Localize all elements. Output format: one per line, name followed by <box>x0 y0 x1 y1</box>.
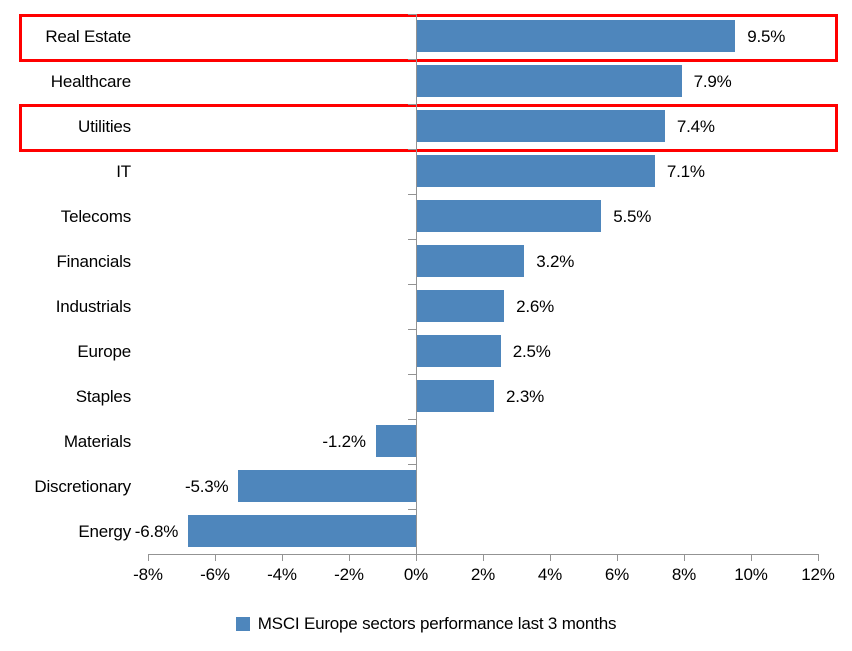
bar <box>417 245 525 277</box>
category-label: Staples <box>75 387 132 406</box>
bar <box>417 65 682 97</box>
value-label: -1.2% <box>322 432 366 451</box>
category-axis-tick <box>408 14 416 15</box>
legend-label: MSCI Europe sectors performance last 3 m… <box>257 614 617 633</box>
legend: MSCI Europe sectors performance last 3 m… <box>0 608 852 640</box>
category-label: Europe <box>77 342 131 361</box>
value-label: 2.6% <box>516 297 555 316</box>
category-label: Financials <box>56 252 131 271</box>
value-label: 7.9% <box>693 72 732 91</box>
value-axis-tick <box>215 554 216 561</box>
category-label: Utilities <box>78 117 131 136</box>
bar <box>417 290 505 322</box>
category-axis-tick <box>408 59 416 60</box>
value-axis-tick <box>818 554 819 561</box>
value-label: 2.5% <box>512 342 551 361</box>
category-axis-tick <box>408 374 416 375</box>
category-axis-tick <box>408 464 416 465</box>
x-tick-label: 6% <box>604 565 630 584</box>
bar <box>417 200 602 232</box>
x-tick-label: -2% <box>334 565 364 584</box>
bar <box>417 110 665 142</box>
x-tick-label: -4% <box>267 565 297 584</box>
value-axis-tick <box>684 554 685 561</box>
category-axis-tick <box>408 194 416 195</box>
x-tick-label: 12% <box>801 565 835 584</box>
x-tick-label: 0% <box>403 565 429 584</box>
bar <box>417 335 501 367</box>
bar <box>188 515 416 547</box>
value-axis-tick <box>349 554 350 561</box>
category-axis-tick <box>408 284 416 285</box>
value-axis-tick <box>483 554 484 561</box>
category-label: Industrials <box>55 297 131 316</box>
bar <box>375 425 416 457</box>
category-label: Real Estate <box>45 27 131 46</box>
value-axis-tick <box>550 554 551 561</box>
legend-swatch-icon <box>235 617 250 631</box>
x-tick-label: 10% <box>734 565 768 584</box>
category-label: Discretionary <box>34 477 131 496</box>
value-label: -6.8% <box>134 522 179 541</box>
category-axis-tick <box>408 239 416 240</box>
category-label: IT <box>116 162 131 181</box>
bar <box>238 470 416 502</box>
category-label: Materials <box>63 432 131 451</box>
category-axis-line <box>416 14 417 561</box>
bar <box>417 380 495 412</box>
category-axis-tick <box>408 509 416 510</box>
value-axis-tick <box>148 554 149 561</box>
bar <box>417 20 736 52</box>
category-axis-tick <box>408 329 416 330</box>
value-label: 2.3% <box>506 387 544 406</box>
value-label: 7.4% <box>676 117 715 136</box>
x-tick-label: 8% <box>671 565 697 584</box>
bar <box>417 155 655 187</box>
category-axis-tick <box>408 419 416 420</box>
x-tick-label: 4% <box>537 565 563 584</box>
value-axis-tick <box>282 554 283 561</box>
x-tick-label: 2% <box>470 565 496 584</box>
category-label: Energy <box>78 522 131 541</box>
value-axis-tick <box>751 554 752 561</box>
value-label: 7.1% <box>666 162 705 181</box>
value-axis-tick <box>617 554 618 561</box>
value-label: 9.5% <box>747 27 786 46</box>
category-axis-tick <box>408 149 416 150</box>
value-label: 3.2% <box>536 252 575 271</box>
category-label: Healthcare <box>50 72 131 91</box>
value-label: -5.3% <box>185 477 229 496</box>
category-axis-tick <box>408 104 416 105</box>
value-label: 5.5% <box>613 207 652 226</box>
value-axis-tick <box>416 554 417 561</box>
x-tick-label: -6% <box>200 565 230 584</box>
x-tick-label: -8% <box>133 565 163 584</box>
category-label: Telecoms <box>60 207 131 226</box>
